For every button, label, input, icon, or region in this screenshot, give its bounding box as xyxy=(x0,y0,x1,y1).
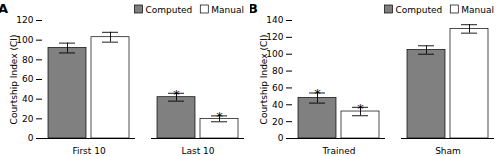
svg-text:Manual: Manual xyxy=(211,5,244,15)
svg-text:Trained: Trained xyxy=(322,146,356,156)
svg-text:80: 80 xyxy=(22,55,34,65)
svg-text:80: 80 xyxy=(272,66,284,76)
svg-text:0: 0 xyxy=(28,133,34,143)
svg-text:20: 20 xyxy=(22,114,34,124)
svg-text:60: 60 xyxy=(272,83,284,93)
svg-text:120: 120 xyxy=(16,15,33,25)
svg-text:*: * xyxy=(357,101,364,116)
svg-text:Courtship Index (CI): Courtship Index (CI) xyxy=(9,35,19,125)
svg-text:A: A xyxy=(0,1,8,16)
svg-text:*: * xyxy=(173,86,180,101)
svg-text:B: B xyxy=(250,1,258,16)
svg-text:*: * xyxy=(314,86,321,101)
svg-text:*: * xyxy=(216,109,223,124)
svg-text:20: 20 xyxy=(272,117,284,127)
svg-text:Sham: Sham xyxy=(435,146,461,156)
svg-text:40: 40 xyxy=(22,94,34,104)
svg-text:120: 120 xyxy=(266,32,283,42)
svg-text:Computed: Computed xyxy=(396,5,443,15)
svg-text:First 10: First 10 xyxy=(72,146,106,156)
svg-text:100: 100 xyxy=(266,49,283,59)
svg-text:140: 140 xyxy=(266,15,283,25)
svg-text:60: 60 xyxy=(22,74,34,84)
svg-text:Computed: Computed xyxy=(146,5,193,15)
svg-text:100: 100 xyxy=(16,35,33,45)
svg-text:0: 0 xyxy=(278,133,284,143)
svg-text:40: 40 xyxy=(272,100,284,110)
svg-text:Last 10: Last 10 xyxy=(181,146,214,156)
svg-text:Manual: Manual xyxy=(461,5,494,15)
svg-text:Courtship Index (CI): Courtship Index (CI) xyxy=(259,35,269,125)
